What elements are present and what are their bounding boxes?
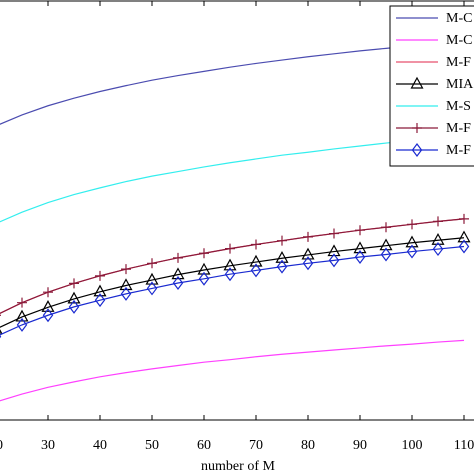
legend: M-C M-C M-F MIA M-S M-F M-F xyxy=(389,5,474,167)
point-marker xyxy=(0,329,3,334)
point-marker xyxy=(277,235,287,246)
legend-marker xyxy=(410,76,424,89)
point-marker xyxy=(224,267,236,282)
series-line xyxy=(0,237,465,328)
point-marker xyxy=(223,258,237,271)
series-line xyxy=(0,339,465,402)
point-marker xyxy=(433,216,443,227)
point-marker xyxy=(407,219,417,230)
point-marker xyxy=(355,225,365,236)
point-marker xyxy=(120,286,132,301)
point-marker xyxy=(145,272,159,285)
point-marker xyxy=(381,222,391,233)
point-marker xyxy=(0,314,1,316)
x-tick-label: 90 xyxy=(353,438,367,453)
legend-label: M-F xyxy=(446,143,471,158)
point-marker xyxy=(405,235,419,248)
point-marker xyxy=(171,267,185,280)
point-marker xyxy=(198,271,210,286)
point-marker xyxy=(250,263,262,278)
point-marker xyxy=(406,244,418,259)
point-marker xyxy=(15,309,29,322)
point-marker xyxy=(431,233,445,245)
x-tick-label: 60 xyxy=(197,438,211,453)
point-marker xyxy=(302,256,314,271)
point-marker xyxy=(328,253,340,268)
point-marker xyxy=(173,252,183,263)
point-marker xyxy=(68,299,80,314)
x-tick-label: 20 xyxy=(0,438,3,453)
point-marker xyxy=(327,244,341,257)
x-tick-label: 110 xyxy=(454,438,474,453)
point-marker xyxy=(458,239,470,254)
point-marker xyxy=(93,284,107,297)
x-tick-label: 30 xyxy=(41,438,55,453)
point-marker xyxy=(380,247,392,262)
point-marker xyxy=(0,334,2,339)
point-marker xyxy=(459,213,469,224)
series xyxy=(0,213,469,316)
point-marker xyxy=(16,317,28,332)
legend-label: M-F xyxy=(446,121,471,136)
x-tick-label: 100 xyxy=(402,438,423,453)
series xyxy=(0,134,465,223)
legend-marker xyxy=(411,143,423,157)
legend-box xyxy=(389,5,474,167)
point-marker xyxy=(301,247,315,260)
point-marker xyxy=(94,293,106,308)
point-marker xyxy=(249,254,263,267)
point-marker xyxy=(303,231,313,242)
point-marker xyxy=(275,251,289,263)
point-marker xyxy=(95,270,105,281)
x-tick-label: 80 xyxy=(301,438,315,453)
point-marker xyxy=(41,300,55,312)
legend-label: M-C xyxy=(446,11,472,26)
point-marker xyxy=(67,291,81,304)
series xyxy=(0,239,470,339)
point-marker xyxy=(432,242,444,257)
series-line xyxy=(0,134,465,223)
point-marker xyxy=(69,278,79,289)
point-marker xyxy=(353,241,367,254)
series xyxy=(0,339,465,402)
legend-label: M-F xyxy=(446,55,471,70)
series xyxy=(0,40,465,125)
x-tick-label: 40 xyxy=(93,438,107,453)
point-marker xyxy=(42,308,54,323)
series-line xyxy=(0,40,465,125)
legend-label: M-C xyxy=(446,33,472,48)
x-axis-label: number of M xyxy=(201,459,275,474)
x-tick-label: 70 xyxy=(249,438,263,453)
point-marker xyxy=(379,238,393,251)
point-marker xyxy=(276,259,288,274)
point-marker xyxy=(172,275,184,290)
point-marker xyxy=(17,297,27,308)
point-marker xyxy=(329,228,339,239)
point-marker xyxy=(251,239,261,250)
point-marker xyxy=(147,258,157,269)
point-marker xyxy=(146,281,158,296)
point-marker xyxy=(119,278,133,291)
legend-label: MIA xyxy=(446,77,474,92)
point-marker xyxy=(225,243,235,254)
series-line xyxy=(0,245,465,336)
point-marker xyxy=(197,262,211,275)
point-marker xyxy=(199,248,209,259)
series xyxy=(0,230,471,334)
legend-marker xyxy=(412,123,422,133)
point-marker xyxy=(43,287,53,298)
point-marker xyxy=(354,250,366,265)
point-marker xyxy=(121,264,131,275)
legend-label: M-S xyxy=(446,99,471,114)
x-tick-label: 50 xyxy=(145,438,159,453)
point-marker xyxy=(457,230,471,243)
